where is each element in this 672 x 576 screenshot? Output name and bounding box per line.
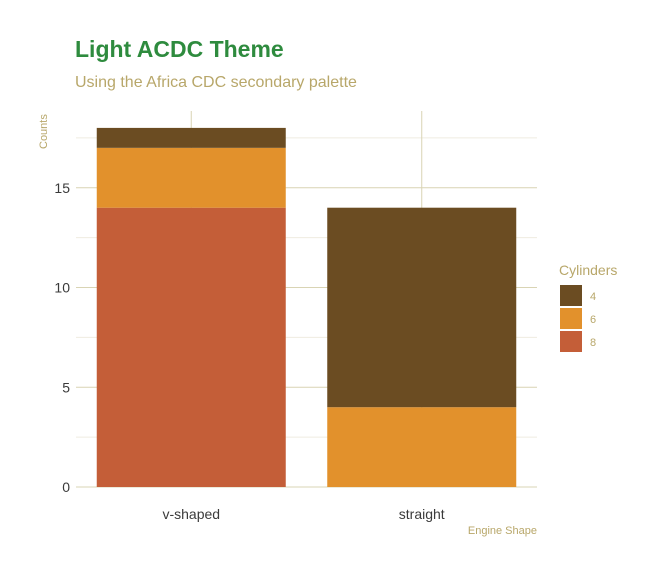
- x-axis-ticks: v-shaped straight: [162, 506, 444, 522]
- y-axis-title: Counts: [38, 114, 50, 149]
- legend-swatch-8: [560, 331, 582, 352]
- y-axis-ticks: 0 5 10 15: [54, 180, 70, 495]
- bar-straight-cyl-6: [327, 407, 517, 487]
- bar-straight-cyl-4: [327, 207, 517, 408]
- y-tick-label: 15: [54, 180, 70, 196]
- legend-label-4: 4: [590, 291, 596, 303]
- y-tick-label: 5: [62, 379, 70, 395]
- bar-v-shaped-cyl-6: [96, 147, 286, 208]
- bars: [96, 127, 517, 487]
- legend-swatch-4: [560, 285, 582, 306]
- legend: Cylinders 4 6 8: [559, 262, 617, 352]
- y-tick-label: 0: [62, 479, 70, 495]
- legend-swatch-6: [560, 308, 582, 329]
- legend-label-8: 8: [590, 337, 596, 349]
- y-tick-label: 10: [54, 280, 70, 296]
- bar-v-shaped-cyl-8: [96, 207, 286, 487]
- x-tick-label: v-shaped: [162, 506, 220, 522]
- legend-label-6: 6: [590, 314, 596, 326]
- bar-v-shaped-cyl-4: [96, 127, 286, 148]
- chart-title: Light ACDC Theme: [75, 36, 284, 62]
- chart-subtitle: Using the Africa CDC secondary palette: [75, 74, 357, 91]
- x-axis-title: Engine Shape: [468, 525, 537, 537]
- legend-title: Cylinders: [559, 262, 617, 278]
- x-tick-label: straight: [399, 506, 445, 522]
